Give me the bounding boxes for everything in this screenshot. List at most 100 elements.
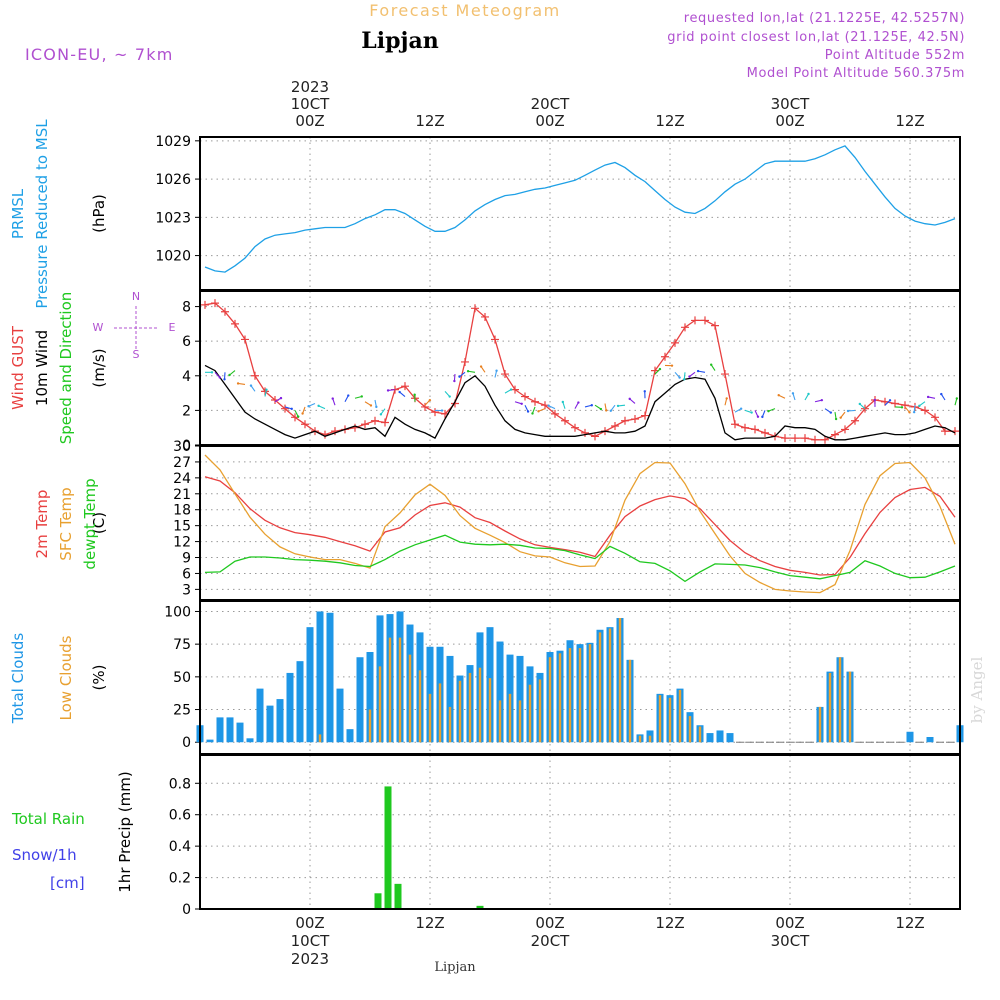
wind-arrow-head [670,364,674,367]
y-tick-label: 6 [182,334,191,350]
wind-arrow-head [495,369,498,372]
y-tick-label: 1026 [155,172,191,188]
y-axis-title: 10m Wind [33,330,51,406]
gust-marker [371,416,379,425]
bottom-time-label: 30CT [771,932,811,950]
y-axis-title: 2m Temp [33,490,51,559]
low-cloud-bar [688,716,692,743]
top-time-label: 12Z [415,112,444,130]
low-cloud-bar [658,695,662,743]
y-axis-title: Total Clouds [9,633,27,725]
gust-marker [281,404,289,413]
low-cloud-bar [668,697,672,743]
y-unit-label: 1hr Precip (mm) [116,771,134,892]
low-cloud-bar [468,672,472,743]
low-cloud-bar [578,648,582,743]
bottom-time-label: 00Z [535,914,564,932]
y-tick-label: 100 [164,604,191,620]
wind-arrow-head [750,411,753,414]
wind-arrow-head [739,407,743,410]
header-requested: requested lon,lat (21.1225E, 42.5257N) [684,11,965,26]
y-tick-label: 1020 [155,249,191,265]
gust-marker [491,335,499,344]
footer-location: Lipjan [434,960,476,975]
total-cloud-bar [266,705,274,743]
gust-marker [211,299,219,308]
gust-marker [331,427,339,436]
panel-4: 0 25 50 75 100 (%) [90,600,964,755]
wind-arrow-head [458,375,461,378]
wind-arrow-head [807,392,810,396]
gust-marker [591,432,599,441]
y-tick-label: 75 [173,637,191,653]
gust-marker [701,316,709,325]
low-cloud-bar [628,659,632,743]
wind-arrow-head [767,409,770,413]
total-cloud-bar [346,729,354,743]
wind-arrow-head [265,388,268,391]
wind-arrow-head [609,409,612,412]
y-tick-label: 21 [173,487,191,503]
wind-arrow-head [360,395,363,398]
y-tick-label: 24 [173,471,191,487]
bottom-time-label: 00Z [775,914,804,932]
compass-south: S [133,348,140,361]
top-time-label: 00Z [535,112,564,130]
wind-arrow-head [820,398,824,402]
gust-marker [561,416,569,425]
low-cloud-bar [588,644,592,743]
y-tick-label: 15 [173,519,191,535]
total-cloud-bar [516,655,524,743]
wind-arrow-head [509,388,513,391]
y-tick-label: 8 [182,300,191,316]
low-cloud-bar [418,670,422,743]
wind-arrow-head [249,384,253,387]
panel-1: 1020 1023 1026 1029 (hPa) [90,134,961,291]
wind-arrow-head [858,402,861,406]
compass-west: W [93,321,104,334]
header-subtitle: Forecast Meteogram [369,1,560,20]
bottom-time-label: 00Z [295,914,324,932]
y-axis-title: dewpt Temp [81,478,99,569]
header-grid-point: grid point closest lon,lat (21.125E, 42.… [667,30,965,45]
wind-arrow-head [918,404,921,408]
low-cloud-bar [538,679,542,743]
bottom-time-label: 12Z [415,914,444,932]
top-time-label: 00Z [775,112,804,130]
low-cloud-bar [678,689,682,743]
gust-marker [521,392,529,401]
y-tick-label: 0 [182,438,191,454]
y-tick-label: 0 [182,902,191,918]
gust-marker [611,421,619,430]
panel-frame [199,136,961,291]
gust-marker [231,319,239,328]
wind-arrow-head [628,397,631,401]
wind-arrow-head [347,394,350,397]
series-line-prmsl [204,145,956,273]
y-tick-label: 50 [173,670,191,686]
wind-arrow-head [829,411,833,414]
wind-arrow-head [616,404,620,408]
y-unit-label: (%) [90,665,108,691]
gust-marker [461,357,469,366]
total-cloud-bar [306,627,314,743]
low-cloud-bar [438,683,442,743]
total-cloud-bar [726,733,734,743]
y-unit-label: (m/s) [90,348,108,387]
y-axis-title: Speed and Direction [57,292,75,445]
gust-marker [791,434,799,443]
wind-arrow-head [428,398,432,402]
gust-marker [511,385,519,394]
y-tick-label: 0 [182,735,191,751]
total-cloud-bar [206,739,214,743]
low-cloud-bar [388,637,392,743]
total-cloud-bar [276,699,284,743]
top-time-label: 2023 [291,78,329,96]
gust-marker [481,312,489,321]
total-cloud-bar [716,730,724,743]
series-line-10m-wind [204,364,956,441]
wind-arrow-head [296,415,300,418]
y-unit-label: (hPa) [90,194,108,233]
wind-arrow-head [413,393,416,396]
gust-marker [361,420,369,429]
